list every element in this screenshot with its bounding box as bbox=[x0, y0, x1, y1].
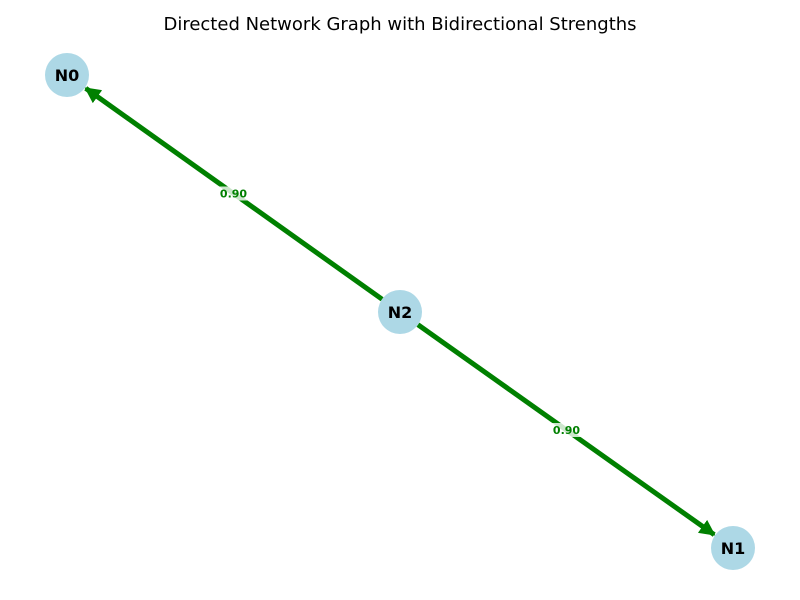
node-label: N0 bbox=[55, 66, 80, 85]
node-n0: N0 bbox=[45, 53, 89, 97]
graph-title: Directed Network Graph with Bidirectiona… bbox=[163, 14, 636, 35]
nodes-layer: N0 N1 N2 bbox=[45, 53, 755, 570]
node-label: N2 bbox=[388, 303, 413, 322]
edge-labels-layer: 0.90 0.90 bbox=[218, 186, 582, 437]
node-label: N1 bbox=[721, 539, 746, 558]
node-circle bbox=[45, 53, 89, 97]
edge-label-n2-n0: 0.90 bbox=[218, 186, 249, 201]
edge-weight-label: 0.90 bbox=[220, 188, 247, 201]
node-n1: N1 bbox=[711, 526, 755, 570]
node-circle bbox=[378, 290, 422, 334]
node-circle bbox=[711, 526, 755, 570]
node-n2: N2 bbox=[378, 290, 422, 334]
edge-label-background bbox=[551, 423, 582, 437]
edge-weight-label: 0.90 bbox=[553, 424, 580, 437]
edge-label-n2-n1: 0.90 bbox=[551, 423, 582, 437]
edge-label-background bbox=[218, 186, 249, 201]
